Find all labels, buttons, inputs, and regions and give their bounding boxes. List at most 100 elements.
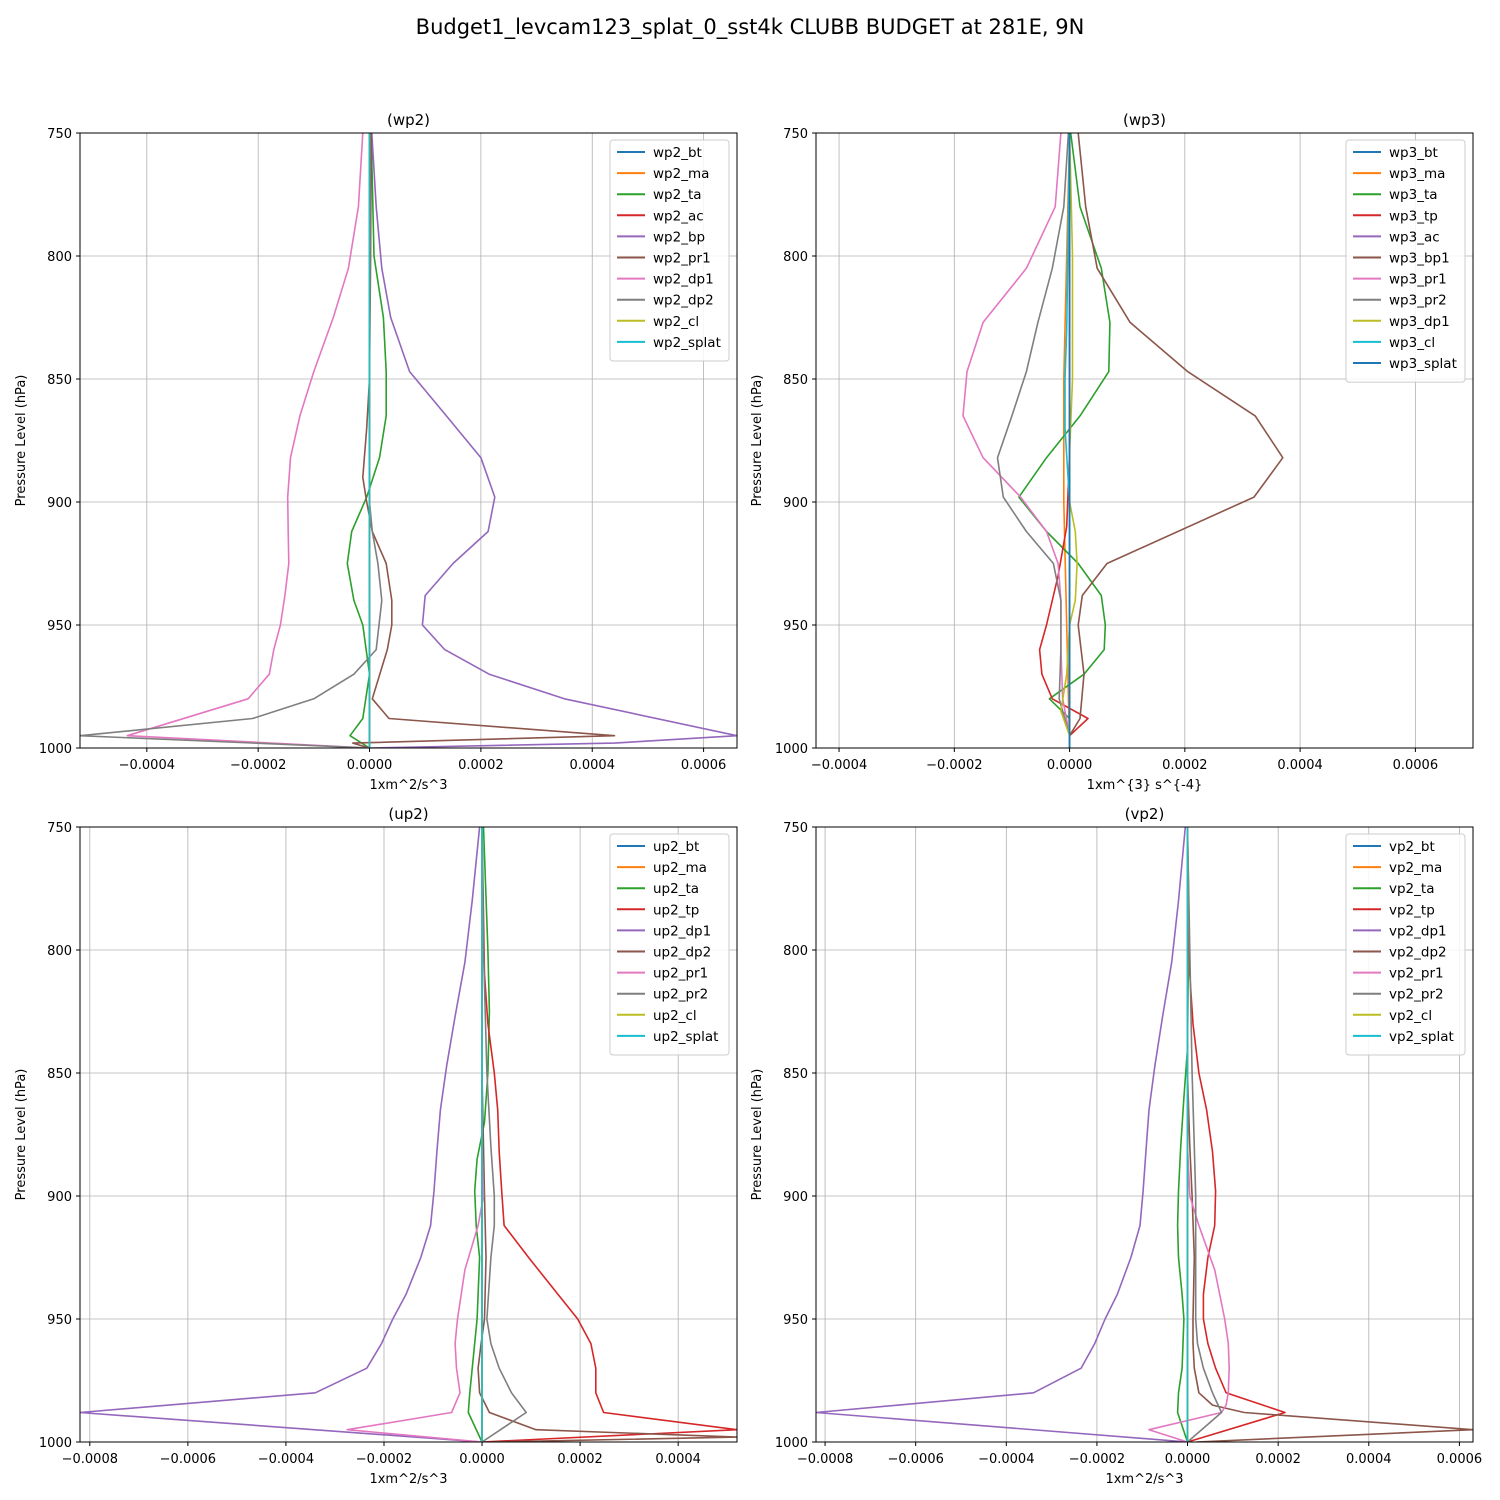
series-group xyxy=(80,827,737,1442)
legend-label: vp2_ma xyxy=(1389,860,1442,876)
x-tick-label: −0.0008 xyxy=(797,1452,853,1467)
y-tick-label: 800 xyxy=(47,250,72,265)
y-tick-label: 1000 xyxy=(775,1436,808,1451)
y-axis-label: Pressure Level (hPa) xyxy=(750,375,765,507)
series-line-wp3_bp1 xyxy=(1068,133,1284,737)
y-tick-label: 800 xyxy=(783,250,808,265)
x-tick-label: −0.0004 xyxy=(258,1452,314,1467)
legend-label: up2_splat xyxy=(653,1029,718,1045)
x-tick-label: 0.0006 xyxy=(1393,758,1439,773)
legend-label: vp2_pr2 xyxy=(1389,987,1444,1003)
x-axis-label: 1xm^2/s^3 xyxy=(1105,1472,1183,1487)
series-line-vp2_dp2 xyxy=(1186,827,1473,1442)
series-line-wp2_ta xyxy=(346,133,388,748)
x-tick-label: −0.0002 xyxy=(230,758,286,773)
axes-frame xyxy=(79,826,738,1443)
legend-label: up2_bt xyxy=(653,839,699,855)
y-tick-label: 950 xyxy=(783,1313,808,1328)
x-tick-label: −0.0006 xyxy=(887,1452,943,1467)
series-line-vp2_dp1 xyxy=(816,827,1188,1442)
legend-label: wp2_ma xyxy=(653,166,709,182)
x-tick-label: 0.0002 xyxy=(1162,758,1208,773)
legend-label: wp2_pr1 xyxy=(653,251,711,267)
legend-label: up2_ta xyxy=(653,881,699,897)
subplot-title: (vp2) xyxy=(1125,805,1165,823)
x-tick-label: 0.0002 xyxy=(557,1452,603,1467)
series-group xyxy=(816,827,1473,1442)
legend-label: wp2_dp2 xyxy=(653,293,714,309)
series-line-wp2_pr1 xyxy=(351,133,616,748)
legend-label: up2_dp2 xyxy=(653,945,711,961)
x-tick-label: 0.0000 xyxy=(347,758,393,773)
legend-label: wp3_pr2 xyxy=(1389,293,1447,309)
legend-label: wp2_bt xyxy=(653,145,702,161)
legend-label: wp3_ta xyxy=(1389,187,1438,203)
axes-frame xyxy=(815,132,1474,749)
x-axis-label: 1xm^2/s^3 xyxy=(369,778,447,793)
series-line-vp2_pr2 xyxy=(1186,827,1223,1442)
legend-label: vp2_dp2 xyxy=(1389,945,1447,961)
legend-box xyxy=(609,833,730,1056)
x-axis-label: 1xm^{3} s^{-4} xyxy=(1087,778,1203,793)
legend-label: wp3_bt xyxy=(1389,145,1438,161)
series-group xyxy=(962,133,1284,748)
legend-box xyxy=(609,139,730,362)
legend-label: vp2_dp1 xyxy=(1389,923,1447,939)
x-tick-label: −0.0002 xyxy=(356,1452,412,1467)
series-line-up2_pr2 xyxy=(481,827,528,1442)
x-tick-label: −0.0006 xyxy=(160,1452,216,1467)
x-tick-label: −0.0004 xyxy=(978,1452,1034,1467)
legend-label: up2_dp1 xyxy=(653,923,711,939)
x-tick-label: −0.0004 xyxy=(811,758,867,773)
y-tick-label: 950 xyxy=(47,619,72,634)
legend-label: wp3_tp xyxy=(1389,208,1438,224)
legend-label: wp2_dp1 xyxy=(653,272,714,288)
y-axis-label: Pressure Level (hPa) xyxy=(14,1069,29,1201)
legend-label: wp3_pr1 xyxy=(1389,272,1447,288)
series-line-wp2_dp2 xyxy=(80,133,383,748)
x-tick-label: 0.0000 xyxy=(1047,758,1093,773)
y-tick-label: 800 xyxy=(783,944,808,959)
chart-panel-4: −0.0008 −0.0006 −0.0004 −0.0002 0.0000 0.0002… xyxy=(750,805,1482,1487)
series-line-wp3_dp1 xyxy=(1060,133,1078,736)
x-tick-label: 0.0002 xyxy=(1255,1452,1301,1467)
legend: wp3_bt wp3_ma wp3_ta wp3_tp wp3_ac wp3_bp1 wp3… xyxy=(1345,139,1466,383)
chart-panel-2: −0.0004 −0.0002 0.0000 0.0002 0.0004 0.0006 75… xyxy=(750,111,1474,793)
series-line-up2_pr1 xyxy=(346,827,485,1442)
legend-label: wp2_ac xyxy=(653,208,704,224)
legend-label: wp3_ac xyxy=(1389,229,1440,245)
x-tick-label: −0.0002 xyxy=(1069,1452,1125,1467)
legend-label: vp2_pr1 xyxy=(1389,966,1444,982)
series-line-wp3_ma xyxy=(1063,133,1071,748)
y-tick-label: 1000 xyxy=(39,742,72,757)
series-line-wp2_dp1 xyxy=(126,133,370,748)
legend-label: up2_ma xyxy=(653,860,707,876)
legend-label: wp2_ta xyxy=(653,187,702,203)
legend: vp2_bt vp2_ma vp2_ta vp2_tp vp2_dp1 vp2_dp2vp… xyxy=(1345,833,1466,1056)
legend-label: vp2_tp xyxy=(1389,902,1435,918)
y-tick-label: 850 xyxy=(47,1067,72,1082)
series-line-vp2_tp xyxy=(1186,827,1286,1442)
legend-label: wp3_splat xyxy=(1389,356,1457,372)
legend-label: wp2_splat xyxy=(653,335,721,351)
y-tick-label: 1000 xyxy=(775,742,808,757)
legend-box xyxy=(1345,833,1466,1056)
y-tick-label: 750 xyxy=(783,821,808,836)
series-line-wp2_bp xyxy=(369,133,737,748)
y-tick-label: 900 xyxy=(783,496,808,511)
x-tick-label: 0.0006 xyxy=(681,758,727,773)
y-tick-label: 850 xyxy=(47,373,72,388)
chart-panel-3: −0.0008 −0.0006 −0.0004 −0.0002 0.0000 0.0002… xyxy=(14,805,738,1487)
legend-label: wp3_cl xyxy=(1389,335,1435,351)
legend-label: up2_pr1 xyxy=(653,966,708,982)
y-tick-label: 750 xyxy=(783,127,808,142)
legend: up2_bt up2_ma up2_ta up2_tp up2_dp1 up2_dp2up… xyxy=(609,833,730,1056)
y-tick-label: 900 xyxy=(47,496,72,511)
legend-label: wp2_cl xyxy=(653,314,699,330)
x-tick-label: 0.0004 xyxy=(655,1452,701,1467)
chart-panel-1: −0.0004 −0.0002 0.0000 0.0002 0.0004 0.0006 75… xyxy=(14,111,738,793)
figure-title: Budget1_levcam123_splat_0_sst4k CLUBB BU… xyxy=(415,15,1085,39)
legend-label: vp2_ta xyxy=(1389,881,1434,897)
subplot-title: (wp2) xyxy=(387,111,430,129)
